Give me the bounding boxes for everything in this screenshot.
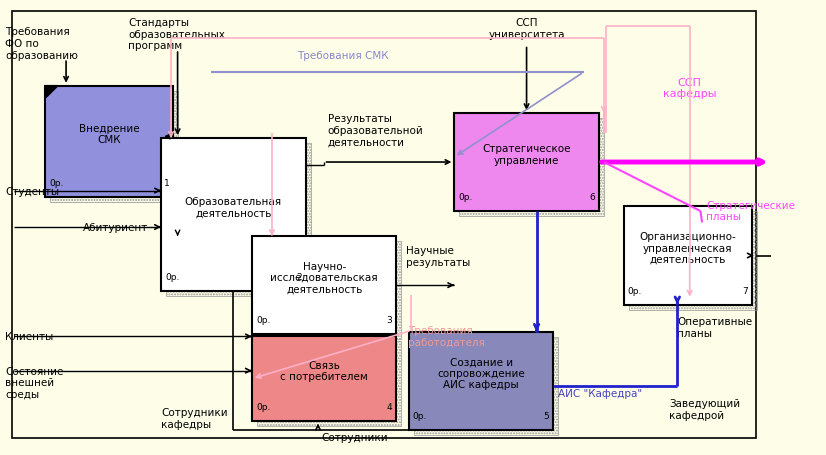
Text: 3: 3 (387, 315, 392, 324)
Bar (629, 212, 757, 310)
Text: 0р.: 0р. (256, 402, 270, 411)
Bar (166, 144, 311, 296)
Bar (454, 114, 599, 212)
Text: Научные
результаты: Научные результаты (406, 246, 471, 267)
Text: 0р.: 0р. (50, 179, 64, 188)
Text: 0р.: 0р. (458, 192, 472, 202)
Bar (252, 337, 396, 421)
Text: 6: 6 (589, 192, 595, 202)
Text: 0р.: 0р. (165, 272, 179, 281)
Bar (50, 91, 178, 203)
Text: Связь
с потребителем: Связь с потребителем (280, 360, 368, 382)
Text: Сотрудники: Сотрудники (322, 432, 388, 442)
Text: Клиенты: Клиенты (5, 332, 53, 342)
Text: 4: 4 (387, 402, 392, 411)
Text: 0р.: 0р. (628, 286, 642, 295)
Bar (161, 139, 306, 291)
Text: Создание и
сопровождение
АИС кафедры: Создание и сопровождение АИС кафедры (437, 357, 525, 389)
Text: Стандарты
образовательных
программ: Стандарты образовательных программ (128, 18, 225, 51)
Text: Требования СМК: Требования СМК (297, 51, 388, 61)
Text: 1: 1 (164, 179, 169, 188)
Text: 0р.: 0р. (256, 315, 270, 324)
Bar (252, 237, 396, 334)
Text: Абитуриент: Абитуриент (83, 222, 148, 233)
Bar (624, 207, 752, 305)
Text: Заведующий
кафедрой: Заведующий кафедрой (669, 398, 740, 420)
Bar (257, 242, 401, 339)
Text: Оперативные
планы: Оперативные планы (677, 316, 752, 338)
Text: 0р.: 0р. (413, 411, 427, 420)
Text: 5: 5 (544, 411, 549, 420)
Text: ССП
университета: ССП университета (488, 18, 565, 40)
Text: Научно-
исследовательская
деятельность: Научно- исследовательская деятельность (270, 261, 378, 294)
Bar (257, 342, 401, 426)
Text: 2: 2 (296, 272, 301, 281)
Text: 7: 7 (742, 286, 748, 295)
Text: Стратегическое
управление: Стратегическое управление (482, 144, 571, 166)
Polygon shape (46, 86, 58, 98)
Bar (459, 119, 604, 217)
Text: Стратегические
планы: Стратегические планы (706, 200, 795, 222)
Text: Сотрудники
кафедры: Сотрудники кафедры (161, 407, 228, 429)
Bar (409, 332, 553, 430)
Text: Образовательная
деятельность: Образовательная деятельность (185, 196, 282, 218)
Text: Требования
работодателя: Требования работодателя (409, 325, 486, 347)
Text: Внедрение
СМК: Внедрение СМК (79, 123, 140, 145)
Bar (414, 337, 558, 435)
Text: Организационно-
управленческая
деятельность: Организационно- управленческая деятельно… (639, 232, 736, 264)
Text: Студенты: Студенты (5, 186, 59, 196)
Text: Состояние
внешней
среды: Состояние внешней среды (5, 366, 64, 399)
Text: ССП
кафедры: ССП кафедры (663, 77, 716, 99)
Text: Результаты
образовательной
деятельности: Результаты образовательной деятельности (328, 114, 424, 147)
Bar (45, 86, 173, 198)
Text: АИС "Кафедра": АИС "Кафедра" (558, 389, 643, 399)
Text: Требования
ФО по
образованию: Требования ФО по образованию (5, 27, 78, 61)
